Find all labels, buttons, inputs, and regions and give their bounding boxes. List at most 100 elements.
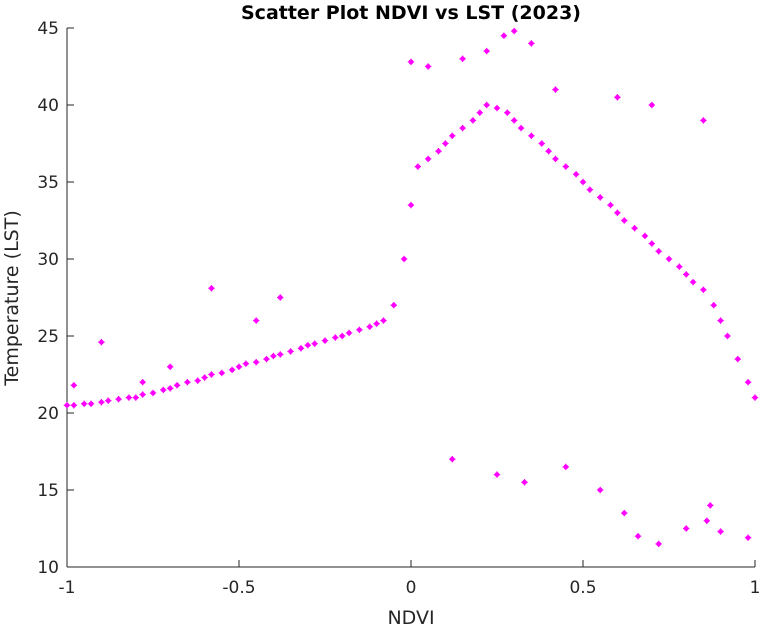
x-axis-title: NDVI	[387, 607, 434, 627]
data-point	[689, 278, 697, 286]
data-point	[703, 517, 711, 524]
data-point	[345, 329, 353, 337]
data-point	[297, 345, 305, 352]
x-tick-label: -1	[59, 578, 76, 598]
x-axis-ticks: -1 -0.5 0 0.5 1	[59, 560, 761, 598]
y-tick-label: 30	[37, 250, 59, 270]
data-point	[707, 502, 714, 509]
data-point	[253, 358, 260, 366]
data-point	[700, 286, 707, 293]
data-point	[311, 340, 318, 347]
y-axis-ticks: 10 15 20 25 30 35 40 45	[37, 19, 74, 578]
data-point	[373, 320, 380, 327]
data-point	[70, 402, 78, 409]
data-point	[70, 382, 78, 389]
y-tick-label: 15	[37, 481, 59, 501]
data-point	[459, 124, 466, 132]
data-point	[597, 194, 604, 201]
data-point	[449, 456, 456, 463]
data-point	[562, 463, 569, 471]
data-point	[614, 209, 621, 216]
data-point	[435, 148, 442, 155]
data-point	[105, 397, 112, 404]
data-point	[634, 533, 642, 540]
data-point	[744, 534, 752, 541]
plot-area	[63, 27, 759, 568]
data-point	[339, 332, 346, 340]
data-point	[218, 369, 225, 377]
data-point	[425, 63, 432, 70]
data-point	[493, 471, 501, 478]
data-point	[149, 389, 157, 397]
data-point	[655, 540, 662, 548]
data-point	[98, 399, 105, 406]
data-point	[356, 326, 363, 334]
data-point	[304, 342, 311, 349]
data-point	[700, 117, 707, 124]
data-point	[517, 124, 525, 132]
data-point	[287, 348, 294, 355]
y-tick-label: 35	[37, 173, 59, 193]
y-tick-label: 25	[37, 327, 59, 347]
y-tick-label: 45	[37, 19, 59, 39]
data-point	[552, 155, 559, 163]
data-point	[425, 155, 432, 163]
data-point	[208, 371, 215, 378]
data-point	[449, 132, 456, 139]
x-tick-label: 0	[406, 578, 417, 598]
data-point	[208, 285, 215, 292]
data-point	[263, 355, 270, 363]
data-point	[194, 377, 201, 384]
data-point	[98, 338, 105, 346]
data-point	[321, 337, 329, 344]
data-point	[407, 58, 415, 66]
data-point	[528, 132, 535, 139]
x-tick-label: -0.5	[222, 578, 255, 598]
data-point	[125, 394, 133, 401]
data-point	[710, 302, 717, 309]
data-point	[459, 55, 466, 62]
data-point	[683, 271, 690, 278]
data-point	[683, 525, 690, 532]
data-point	[621, 217, 628, 224]
data-point	[641, 232, 649, 240]
data-point	[751, 394, 759, 401]
data-point	[586, 186, 594, 193]
data-point	[483, 101, 490, 109]
x-tick-label: 1	[750, 578, 761, 598]
data-point	[63, 402, 71, 409]
data-point	[676, 263, 683, 270]
chart-title: Scatter Plot NDVI vs LST (2023)	[241, 2, 581, 24]
data-point	[139, 391, 146, 398]
data-point	[277, 351, 284, 358]
data-point	[167, 363, 174, 370]
data-point	[648, 240, 655, 247]
data-point	[81, 400, 88, 407]
data-point	[579, 178, 587, 186]
data-point	[504, 109, 511, 116]
x-tick-label: 0.5	[569, 578, 596, 598]
data-point	[511, 27, 518, 35]
data-point	[390, 302, 397, 309]
data-point	[469, 117, 477, 124]
data-point	[115, 395, 122, 403]
data-point	[173, 382, 181, 389]
data-point	[648, 101, 655, 109]
data-point	[132, 394, 139, 401]
data-point	[400, 255, 408, 263]
data-point	[87, 400, 95, 407]
data-point	[442, 140, 449, 147]
data-point	[228, 366, 236, 374]
y-axis-title: Temperature (LST)	[1, 210, 23, 386]
data-point	[235, 363, 243, 370]
data-point	[167, 385, 174, 392]
data-point	[538, 140, 545, 147]
data-point	[253, 317, 260, 324]
data-point	[483, 47, 490, 55]
data-point	[655, 248, 662, 255]
data-point	[270, 352, 277, 360]
data-point	[407, 201, 415, 209]
y-tick-label: 20	[37, 404, 59, 424]
data-point	[414, 163, 422, 170]
